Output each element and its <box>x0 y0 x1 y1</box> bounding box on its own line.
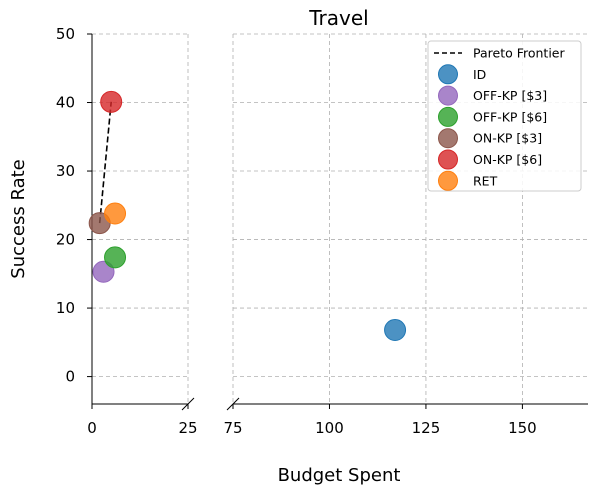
x-axis-label: Budget Spent <box>278 465 401 486</box>
legend-marker-id <box>438 64 458 85</box>
legend-marker-off-kp-3 <box>438 85 458 106</box>
point-ret <box>104 202 127 225</box>
legend-marker-on-kp-6 <box>438 149 458 170</box>
y-tick-label-20: 20 <box>56 231 75 249</box>
axis-break-mark-1 <box>181 397 195 411</box>
y-tick-label-50: 50 <box>56 25 75 43</box>
y-axis-label: Success Rate <box>8 159 29 278</box>
point-on-kp-6 <box>100 90 123 113</box>
y-tick-label-40: 40 <box>56 94 75 112</box>
legend-label-off-kp-6: OFF-KP [$6] <box>473 109 547 124</box>
x-tick-label-75: 75 <box>223 419 242 437</box>
y-tick-label-30: 30 <box>56 162 75 180</box>
y-tick-label-10: 10 <box>56 299 75 317</box>
axis-break-mark-2 <box>226 397 240 411</box>
x-tick-label-0: 0 <box>87 419 97 437</box>
pareto-frontier-line <box>98 101 112 224</box>
chart-title: Travel <box>308 6 368 30</box>
legend-marker-off-kp-6 <box>438 106 458 127</box>
point-id <box>384 319 407 341</box>
legend-label-on-kp-6: ON-KP [$6] <box>473 152 542 167</box>
legend-label-id: ID <box>473 67 486 82</box>
x-tick-label-125: 125 <box>412 419 441 437</box>
x-tick-label-25: 25 <box>178 419 197 437</box>
point-off-kp-3 <box>92 260 115 283</box>
x-tick-label-100: 100 <box>315 419 344 437</box>
axes: 0 10 20 30 40 50 0 25 75 100 125 150 <box>56 25 588 437</box>
legend-marker-on-kp-3 <box>438 128 458 149</box>
y-tick-label-0: 0 <box>65 368 75 386</box>
legend: Pareto Frontier ID OFF-KP [$3] OFF-KP [$6] O… <box>427 40 582 192</box>
point-off-kp-6 <box>104 246 127 269</box>
legend-label-ret: RET <box>473 173 498 188</box>
legend-label-on-kp-3: ON-KP [$3] <box>473 131 542 146</box>
x-tick-label-150: 150 <box>508 419 537 437</box>
data-marks <box>88 90 407 341</box>
legend-box <box>427 40 582 192</box>
legend-marker-ret <box>438 170 458 191</box>
legend-label-off-kp-3: OFF-KP [$3] <box>473 88 547 103</box>
legend-label-pareto-frontier: Pareto Frontier <box>473 46 565 61</box>
